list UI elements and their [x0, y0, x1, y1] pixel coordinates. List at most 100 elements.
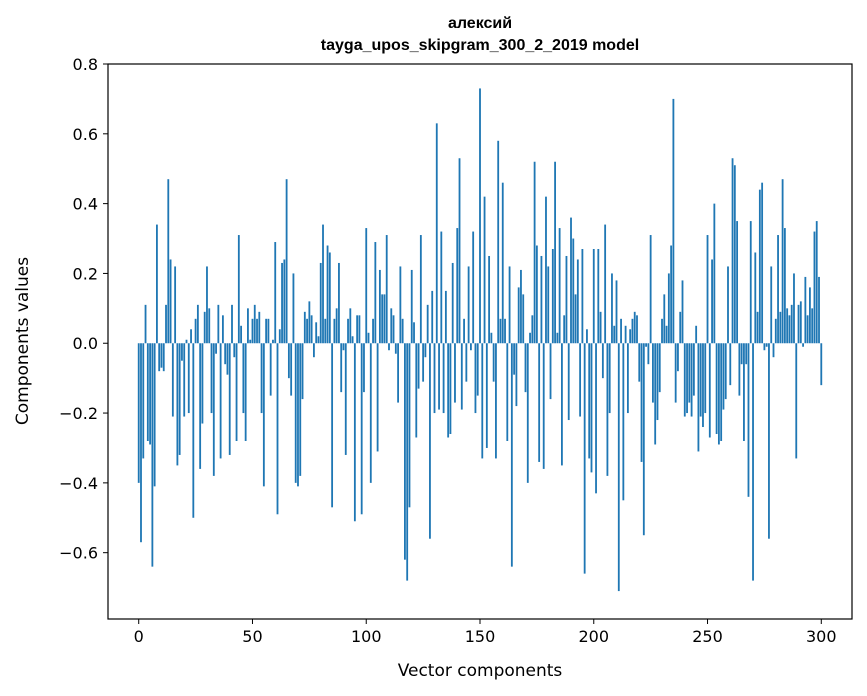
bar-226 — [652, 343, 654, 403]
bar-6 — [151, 343, 154, 567]
bar-51 — [253, 304, 256, 344]
bar-217 — [631, 318, 634, 344]
bar-92 — [347, 318, 349, 344]
bar-292 — [802, 343, 804, 347]
bar-133 — [440, 231, 443, 344]
bar-285 — [786, 308, 789, 344]
bar-18 — [178, 343, 181, 455]
bar-5 — [149, 343, 151, 445]
bar-183 — [554, 161, 556, 344]
bar-86 — [333, 318, 336, 344]
bar-173 — [531, 315, 534, 344]
bar-10 — [160, 343, 163, 368]
bar-34 — [215, 343, 217, 354]
bar-222 — [642, 343, 645, 536]
bar-170 — [524, 343, 527, 393]
bar-225 — [649, 235, 652, 344]
bar-140 — [456, 228, 459, 344]
bar-125 — [422, 343, 425, 382]
bar-154 — [488, 255, 491, 344]
bar-147 — [472, 231, 475, 344]
bar-255 — [717, 343, 720, 445]
bar-27 — [199, 343, 202, 469]
bar-131 — [435, 123, 438, 344]
bar-195 — [581, 249, 584, 344]
bar-267 — [745, 343, 748, 365]
bar-7 — [153, 343, 156, 487]
bar-63 — [281, 262, 283, 344]
y-tick-label: −0.4 — [59, 474, 98, 493]
bar-107 — [381, 294, 384, 344]
bar-172 — [529, 332, 531, 344]
bar-202 — [597, 249, 600, 344]
bar-73 — [303, 311, 306, 344]
bar-79 — [317, 336, 320, 344]
bar-103 — [372, 318, 374, 344]
bar-197 — [586, 329, 588, 344]
bar-41 — [231, 304, 233, 344]
bar-256 — [720, 343, 723, 441]
bar-216 — [629, 329, 632, 344]
bar-209 — [613, 325, 616, 344]
bar-279 — [772, 343, 775, 358]
bar-62 — [278, 329, 281, 344]
bar-166 — [515, 343, 518, 407]
y-tick-label: 0.6 — [73, 125, 98, 144]
bar-30 — [206, 266, 208, 344]
bar-210 — [615, 280, 618, 344]
bar-65 — [285, 179, 288, 344]
bar-247 — [699, 343, 702, 417]
bar-234 — [670, 245, 673, 344]
bar-295 — [809, 287, 811, 344]
bar-113 — [394, 343, 397, 354]
bar-227 — [654, 343, 657, 445]
bar-221 — [640, 343, 643, 462]
bar-153 — [485, 343, 488, 448]
bar-207 — [608, 343, 611, 414]
plot-frame — [107, 63, 853, 620]
bar-174 — [533, 161, 536, 344]
x-tick-label: 0 — [134, 627, 144, 646]
bar-96 — [356, 315, 359, 344]
bar-21 — [185, 339, 188, 344]
bar-56 — [265, 318, 268, 344]
bar-25 — [194, 318, 197, 344]
bar-233 — [667, 273, 670, 344]
bar-104 — [374, 242, 377, 344]
bar-19 — [181, 343, 183, 361]
bar-110 — [388, 343, 390, 351]
bar-300 — [820, 343, 823, 386]
bar-193 — [576, 259, 579, 344]
bar-299 — [818, 276, 820, 344]
bar-270 — [752, 343, 754, 581]
bar-265 — [740, 343, 743, 365]
bar-89 — [340, 343, 343, 393]
bar-20 — [183, 343, 186, 417]
bar-100 — [365, 228, 368, 344]
bar-28 — [201, 343, 204, 424]
bar-series — [137, 88, 823, 592]
bar-58 — [269, 343, 272, 396]
bar-80 — [319, 262, 322, 344]
bar-36 — [219, 343, 222, 459]
bar-253 — [713, 203, 716, 344]
bar-187 — [563, 315, 566, 344]
bar-290 — [797, 304, 800, 344]
bar-218 — [633, 311, 636, 344]
bar-31 — [208, 308, 211, 344]
bar-160 — [501, 182, 504, 344]
bar-176 — [538, 343, 541, 462]
y-tick-label: −0.2 — [59, 404, 98, 423]
bar-268 — [747, 343, 750, 497]
bar-50 — [251, 318, 254, 344]
y-tick-label: −0.6 — [59, 544, 98, 563]
bar-88 — [338, 262, 340, 344]
bar-181 — [549, 343, 552, 400]
bar-124 — [419, 235, 422, 344]
bar-117 — [404, 343, 406, 560]
bar-97 — [358, 315, 361, 344]
y-tick-label: 0.2 — [73, 264, 98, 283]
bar-24 — [192, 343, 195, 518]
x-tick-label: 250 — [692, 627, 723, 646]
bar-102 — [369, 343, 372, 483]
